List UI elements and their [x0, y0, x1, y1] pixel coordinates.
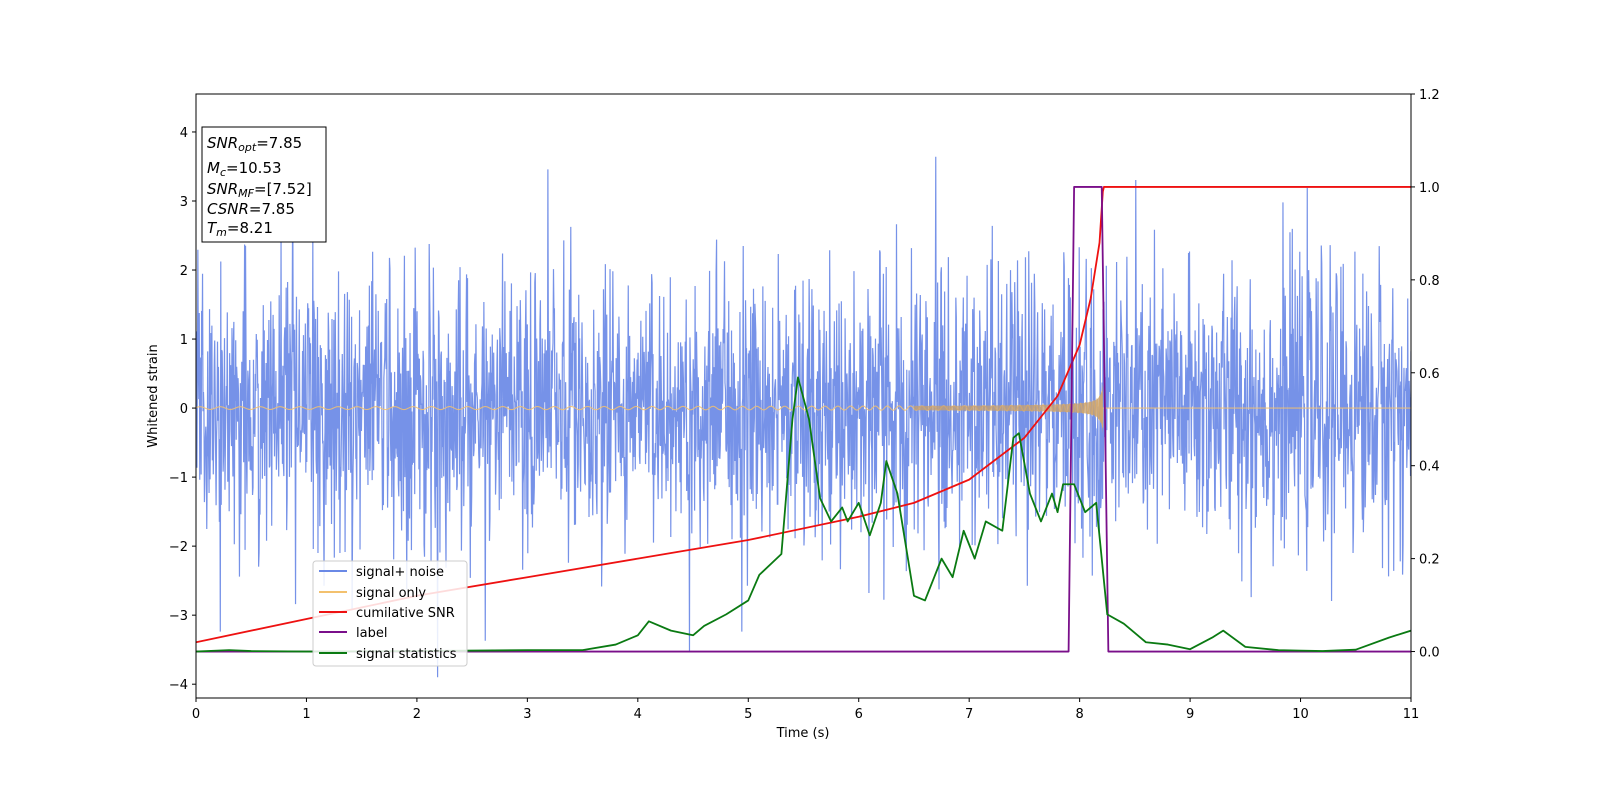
y-right-tick-label: 0.8: [1419, 274, 1440, 289]
x-tick-label: 6: [855, 707, 863, 722]
y-left-tick-label: 3: [180, 195, 188, 210]
ticks-layer: 0 1 2 3 4 5 6 7 8 9 10 11 −4 −3 −2 −1 0 1 2 3 4 0.0 0.2 0.4 0.6 0…: [169, 88, 1440, 722]
x-tick-label: 5: [744, 707, 752, 722]
legend-label-label: label: [356, 626, 387, 641]
x-tick-label: 9: [1186, 707, 1194, 722]
stat-mc: Mc=10.53: [207, 159, 282, 179]
y-left-tick-label: −4: [169, 678, 188, 693]
x-axis-label: Time (s): [776, 726, 830, 741]
plot-frame: [195, 93, 1412, 699]
stats-box: SNRopt=7.85 Mc=10.53 SNRMF=[7.52] CSNR=7…: [201, 126, 327, 243]
y-left-tick-label: 4: [180, 126, 188, 141]
y-left-tick-label: 1: [180, 333, 188, 348]
x-tick-label: 7: [965, 707, 973, 722]
series-signal-only-line: [196, 391, 1411, 428]
x-tick-label: 2: [413, 707, 421, 722]
x-tick-label: 0: [192, 707, 200, 722]
stat-snr-opt: SNRopt=7.85: [207, 134, 302, 154]
legend-frame: [312, 560, 468, 667]
y-left-tick-label: −2: [169, 540, 188, 555]
series-signal-statistics-line: [196, 376, 1411, 653]
y-axis-label: Whitened strain: [146, 344, 161, 447]
legend-label-signal-only: signal only: [356, 586, 426, 601]
x-tick-label: 3: [523, 707, 531, 722]
legend-label-signal-noise: signal+ noise: [356, 565, 444, 580]
stats-box-frame: [201, 126, 327, 243]
stat-snr-mf: SNRMF=[7.52]: [207, 180, 312, 200]
y-right-tick-label: 0.0: [1419, 646, 1440, 661]
x-tick-label: 10: [1292, 707, 1309, 722]
legend-label-signal-statistics: signal statistics: [356, 647, 457, 662]
y-right-tick-label: 0.2: [1419, 553, 1440, 568]
series-layer: [196, 156, 1411, 678]
y-right-tick-label: 1.0: [1419, 181, 1440, 196]
y-left-tick-label: 2: [180, 264, 188, 279]
y-left-tick-label: −3: [169, 609, 188, 624]
series-cumilative-snr-line: [196, 186, 1411, 644]
stat-tm: Tm=8.21: [207, 219, 273, 239]
series-signal-only-envelope: [913, 383, 1103, 433]
y-left-tick-label: 0: [180, 402, 188, 417]
y-right-tick-label: 0.4: [1419, 460, 1440, 475]
stat-csnr: CSNR=7.85: [207, 200, 295, 218]
legend: signal+ noise signal only cumilative SNR…: [312, 560, 468, 667]
y-right-tick-label: 0.6: [1419, 367, 1440, 382]
x-tick-label: 1: [302, 707, 310, 722]
y-right-tick-label: 1.2: [1419, 88, 1440, 103]
legend-label-cumulative-snr: cumilative SNR: [356, 606, 455, 621]
series-label-line: [196, 186, 1411, 653]
y-left-tick-label: −1: [169, 471, 188, 486]
x-tick-label: 4: [634, 707, 642, 722]
x-tick-label: 8: [1075, 707, 1083, 722]
x-tick-label: 11: [1403, 707, 1420, 722]
series-signal-noise-line: [196, 156, 1411, 678]
